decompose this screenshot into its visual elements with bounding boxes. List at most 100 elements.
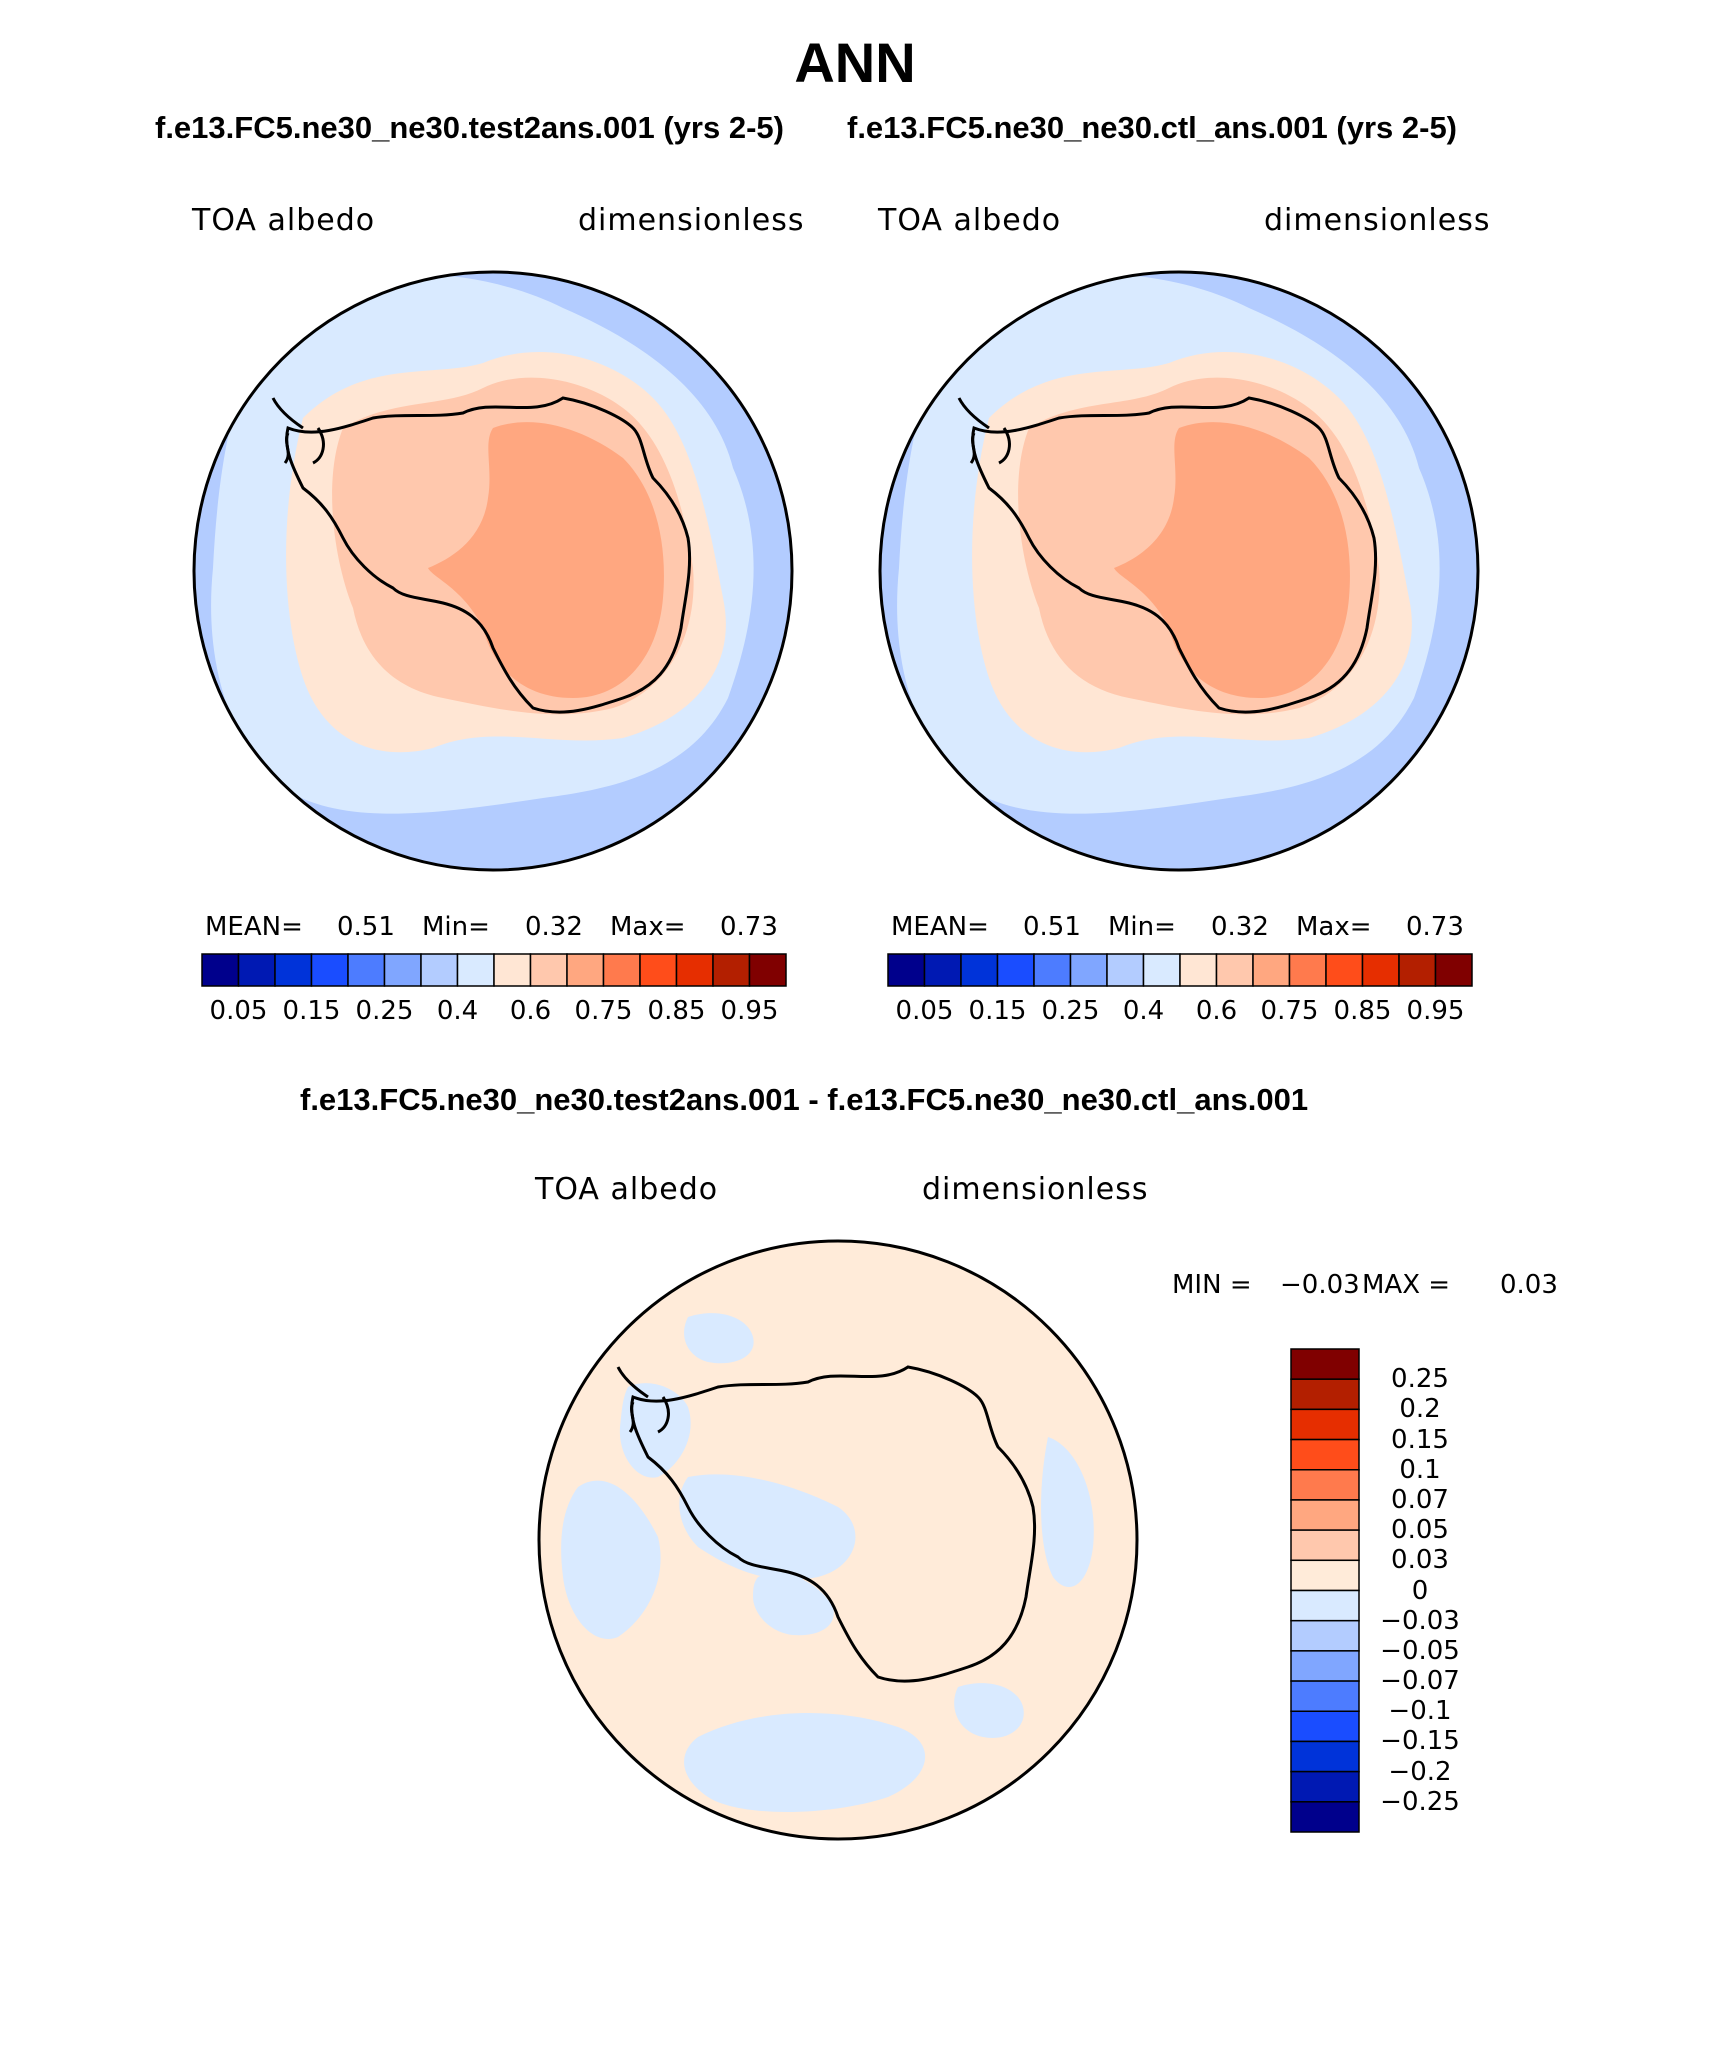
test-colorbar-tick-label: 0.6 <box>509 996 552 1026</box>
ctl-colorbar-tick-label: 0.6 <box>1195 996 1238 1026</box>
ctl-colorbar-box <box>1398 953 1437 987</box>
diff-colorbar-box <box>1290 1801 1360 1833</box>
diff-peninsula-detail <box>616 1366 670 1434</box>
test-min-value: 0.32 <box>525 912 583 942</box>
diff-polar-map <box>537 1239 1139 1841</box>
ctl-variable-label: TOA albedo <box>878 203 1062 238</box>
ctl-colorbar-tick-label: 0.15 <box>968 996 1027 1026</box>
diff-colorbar-box <box>1290 1559 1360 1592</box>
ctl-colorbar-box <box>1325 953 1364 987</box>
diff-neg-east <box>1041 1437 1094 1587</box>
ctl-colorbar-box <box>1033 953 1072 987</box>
diff-colorbar-box <box>1290 1348 1360 1380</box>
test-mean-label: MEAN= <box>205 912 303 942</box>
test-colorbar-box <box>639 953 678 987</box>
ctl-colorbar-box <box>1215 953 1254 987</box>
diff-colorbar-tick-label: 0.15 <box>1391 1424 1449 1455</box>
figure-title: ANN <box>794 31 916 94</box>
test-colorbar-tick-label: 0.25 <box>355 996 414 1026</box>
test-colorbar-box <box>675 953 714 987</box>
test-colorbar-box <box>347 953 386 987</box>
ctl-colorbar-box <box>1252 953 1291 987</box>
ctl-colorbar-box <box>923 953 962 987</box>
diff-colorbar-tick-label: 0.05 <box>1391 1515 1449 1546</box>
ctl-colorbar-box <box>887 953 926 987</box>
diff-colorbar-box <box>1290 1650 1360 1682</box>
test-polar-map <box>192 270 794 872</box>
ctl-colorbar-tick-label: 0.25 <box>1041 996 1100 1026</box>
test-plateau-high <box>428 422 664 698</box>
diff-colorbar-box <box>1290 1469 1360 1501</box>
test-units-label: dimensionless <box>578 203 805 238</box>
ctl-colorbar-box <box>1179 953 1218 987</box>
ctl-mean-value: 0.51 <box>1023 912 1081 942</box>
diff-neg-southeast <box>954 1683 1024 1738</box>
diff-colorbar-box <box>1290 1740 1360 1773</box>
diff-colorbar-tick-label: −0.25 <box>1380 1786 1460 1817</box>
ctl-min-value: 0.32 <box>1211 912 1269 942</box>
diff-colorbar-tick-label: −0.1 <box>1388 1696 1452 1727</box>
test-colorbar-tick-label: 0.85 <box>647 996 706 1026</box>
ctl-colorbar <box>887 953 1473 987</box>
ctl-colorbar-tick-label: 0.05 <box>895 996 954 1026</box>
test-colorbar-tick-label: 0.75 <box>574 996 633 1026</box>
diff-colorbar-tick-label: 0.07 <box>1391 1484 1449 1515</box>
ctl-mean-label: MEAN= <box>891 912 989 942</box>
diff-colorbar-box <box>1290 1770 1360 1803</box>
ctl-plateau-high <box>1114 422 1350 698</box>
test-map-border <box>192 270 794 872</box>
diff-neg-interior <box>679 1474 856 1580</box>
test-max-value: 0.73 <box>720 912 778 942</box>
diff-colorbar-box <box>1290 1408 1360 1441</box>
ctl-colorbar-tick-label: 0.4 <box>1122 996 1165 1026</box>
test-colorbar-tick-label: 0.05 <box>209 996 268 1026</box>
test-colorbar-box <box>383 953 422 987</box>
ctl-colorbar-tick-label: 0.95 <box>1406 996 1465 1026</box>
ctl-polar-map <box>878 270 1480 872</box>
ctl-colorbar-box <box>1434 953 1473 987</box>
diff-neg-north <box>684 1313 754 1364</box>
ctl-min-label: Min= <box>1108 912 1176 942</box>
test-max-label: Max= <box>610 912 686 942</box>
diff-neg-west <box>561 1480 661 1639</box>
diff-colorbar-tick-label: 0.03 <box>1391 1545 1449 1576</box>
test-colorbar-box <box>201 953 240 987</box>
ctl-max-label: Max= <box>1296 912 1372 942</box>
ctl-colorbar-box <box>996 953 1035 987</box>
diff-colorbar-box <box>1290 1529 1360 1562</box>
test-colorbar-tick-label: 0.15 <box>282 996 341 1026</box>
test-colorbar-box <box>310 953 349 987</box>
ctl-peninsula-detail <box>957 397 1011 465</box>
diff-colorbar-box <box>1290 1378 1360 1411</box>
diff-title: f.e13.FC5.ne30_ne30.test2ans.001 - f.e13… <box>300 1082 1309 1117</box>
ctl-colorbar-box <box>1142 953 1181 987</box>
ctl-colorbar-box <box>960 953 999 987</box>
diff-neg-peninsula <box>619 1383 691 1478</box>
diff-neg-ross <box>753 1573 834 1636</box>
test-variable-label: TOA albedo <box>192 203 376 238</box>
test-colorbar-box <box>748 953 787 987</box>
test-colorbar-box <box>420 953 459 987</box>
diff-min-label: MIN = <box>1172 1270 1252 1300</box>
diff-colorbar-tick-label: −0.2 <box>1388 1756 1452 1787</box>
test-case-title: f.e13.FC5.ne30_ne30.test2ans.001 (yrs 2-… <box>155 110 784 145</box>
diff-colorbar-tick-label: −0.07 <box>1380 1666 1460 1697</box>
test-colorbar-box <box>493 953 532 987</box>
ctl-colorbar-box <box>1361 953 1400 987</box>
diff-colorbar-box <box>1290 1499 1360 1531</box>
diff-colorbar-box <box>1290 1438 1360 1471</box>
diff-min-value: −0.03 <box>1280 1270 1360 1300</box>
ctl-colorbar-box <box>1106 953 1145 987</box>
diff-colorbar <box>1290 1348 1360 1833</box>
test-colorbar-box <box>566 953 605 987</box>
diff-colorbar-tick-label: −0.15 <box>1380 1726 1460 1757</box>
diff-colorbar-box <box>1290 1589 1360 1622</box>
diff-colorbar-tick-label: −0.05 <box>1380 1635 1460 1666</box>
test-colorbar-box <box>712 953 751 987</box>
diff-neg-south <box>684 1713 926 1812</box>
test-colorbar-box <box>237 953 276 987</box>
diff-max-value: 0.03 <box>1500 1270 1558 1300</box>
diff-colorbar-tick-label: −0.03 <box>1380 1605 1460 1636</box>
diff-colorbar-tick-label: 0.1 <box>1399 1454 1441 1485</box>
diff-colorbar-ticks: 0.25 0.2 0.15 0.1 0.07 0.05 0.03 0 −0.03 −0.05 −0.… <box>1370 1349 1490 1832</box>
